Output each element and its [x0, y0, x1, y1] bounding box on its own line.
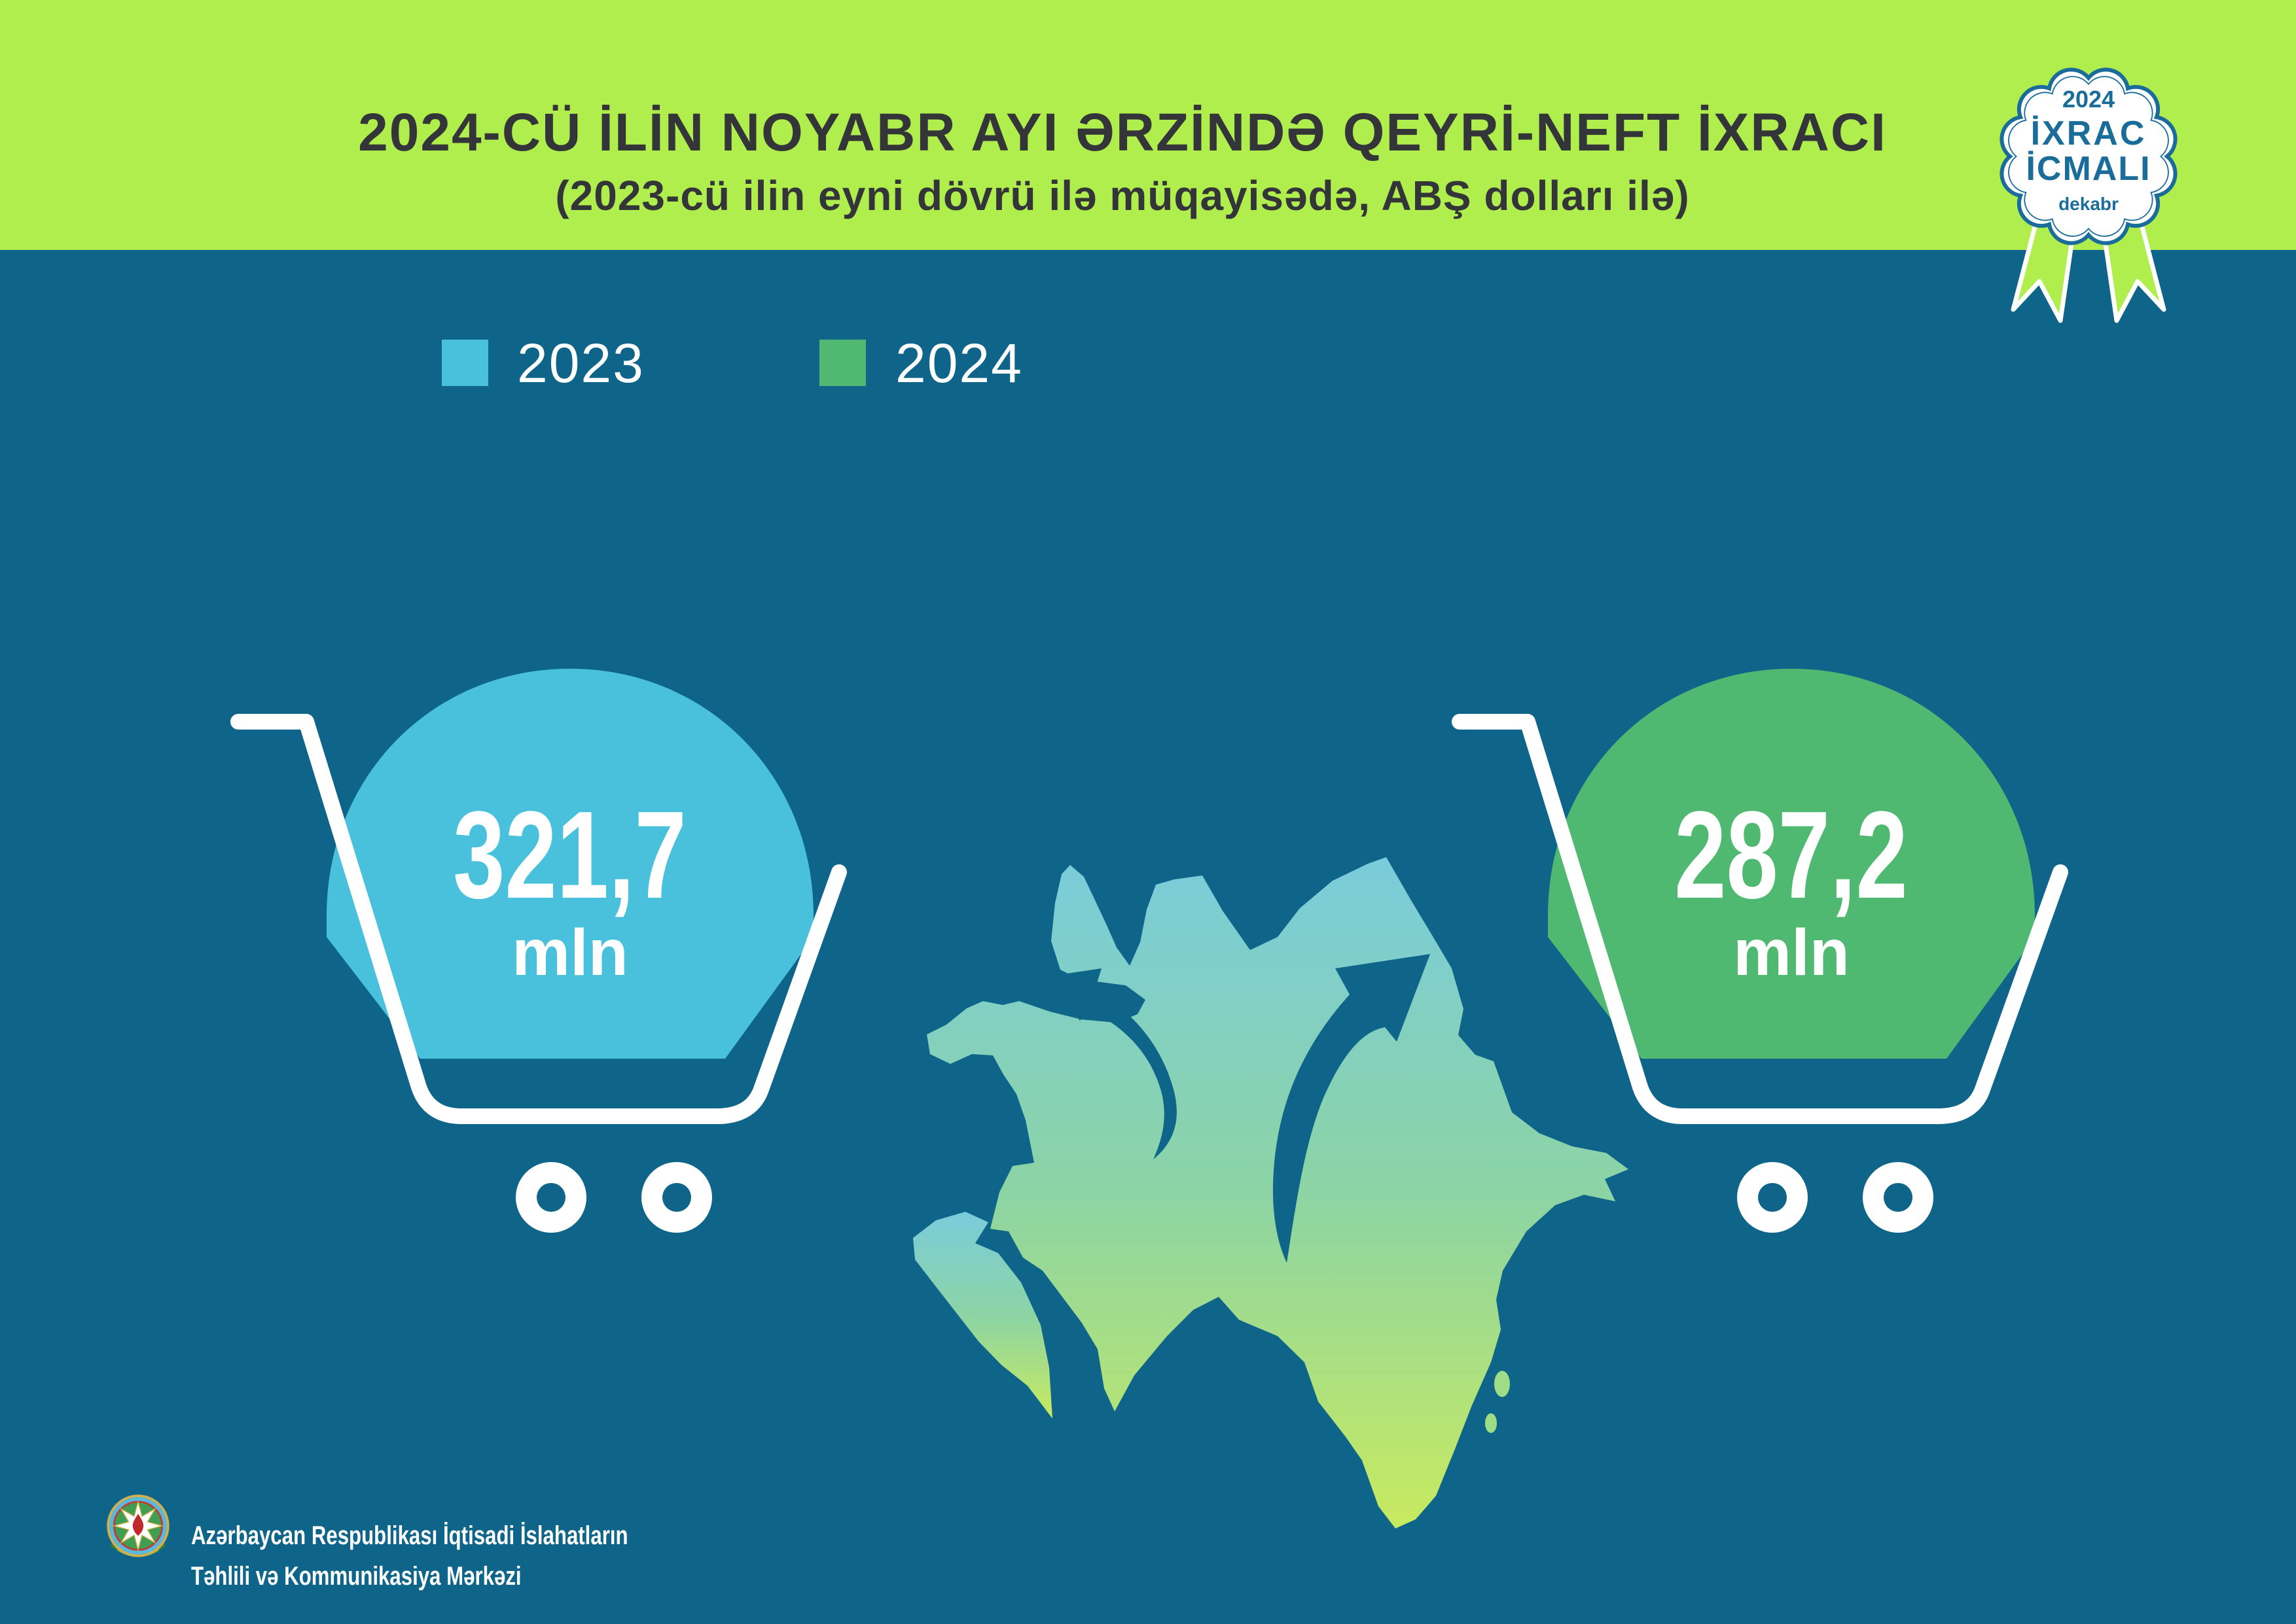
cart-wheel-left-hub [537, 1183, 565, 1212]
cart-icon [1452, 714, 2068, 1124]
legend-swatch-2023 [442, 340, 488, 386]
legend-color-2023 [442, 340, 488, 386]
export-review-badge: 2024 İXRAC İCMALI dekabr [2000, 67, 2178, 323]
cart-load-2024 [1548, 669, 2035, 1059]
emblem-flame-icon [132, 1513, 144, 1536]
azerbaijan-map [913, 857, 1628, 1528]
badge-year: 2024 [2062, 86, 2115, 113]
legend-color-2024 [819, 340, 866, 386]
legend-label-2024: 2024 [895, 332, 1023, 394]
cart-load-2023 [327, 669, 814, 1059]
caspian-island-2 [1485, 1413, 1497, 1433]
badge-seal-icon [2000, 67, 2178, 245]
cart-value-2024: 287,2 [1674, 785, 1908, 925]
header-band [0, 0, 2296, 250]
cart-unit-2023: mln [512, 916, 628, 989]
cart-icon [230, 714, 847, 1124]
cart-unit-2024: mln [1733, 916, 1850, 989]
export-arrow-large-icon [1272, 954, 1430, 1263]
azerbaijan-state-emblem [107, 1494, 170, 1557]
legend-swatch-2024 [819, 340, 866, 386]
export-arrow-small-icon [1049, 968, 1177, 1159]
page-title: 2024-CÜ İLİN NOYABR AYI ƏRZİNDƏ QEYRİ-NE… [358, 103, 1887, 162]
cart-wheel-left-hub [1758, 1183, 1787, 1212]
cart-2023: 321,7 mln [230, 669, 847, 1233]
badge-seal-inner-line [2008, 76, 2169, 237]
cart-wheel-right-hub [662, 1183, 691, 1212]
cart-value-2023: 321,7 [453, 785, 687, 925]
badge-line2: İCMALI [2026, 150, 2151, 188]
footer-organization: Azərbaycan Respublikası İqtisadi İslahat… [191, 1515, 628, 1597]
caspian-island-1 [1494, 1371, 1510, 1397]
footer-org-line1: Azərbaycan Respublikası İqtisadi İslahat… [191, 1521, 628, 1550]
badge-line1: İXRAC [2031, 115, 2147, 152]
legend-label-2023: 2023 [517, 332, 645, 394]
cart-2024: 287,2 mln [1452, 669, 2068, 1233]
page-subtitle: (2023-cü ilin eyni dövrü ilə müqayisədə,… [555, 172, 1690, 219]
badge-month: dekabr [2058, 194, 2119, 214]
footer-org-line2: Təhlili və Kommunikasiya Mərkəzi [191, 1562, 522, 1591]
cart-wheel-right-hub [1884, 1183, 1912, 1212]
nakhchivan-exclave [913, 1212, 1052, 1419]
